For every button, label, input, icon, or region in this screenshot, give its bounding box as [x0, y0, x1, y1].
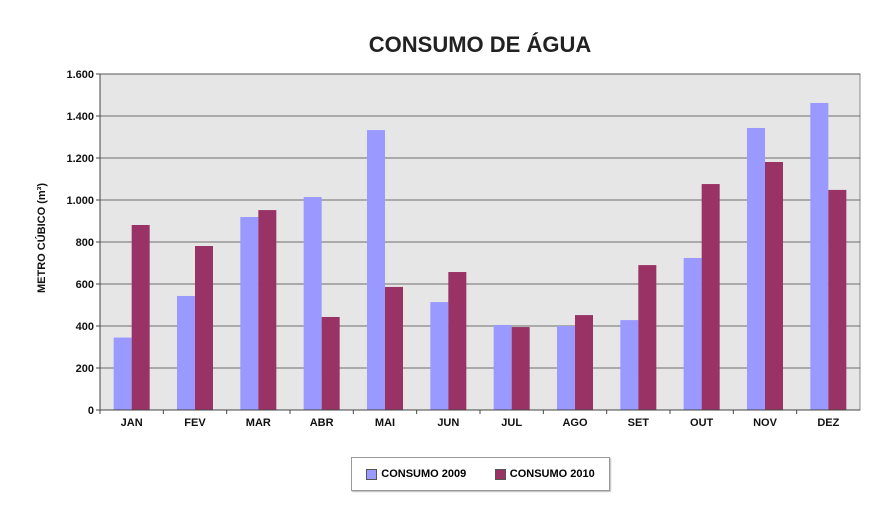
bar-consumo-2009-mar [240, 217, 259, 410]
bar-consumo-2010-nov [765, 161, 783, 410]
bar-consumo-2009-nov [747, 127, 765, 410]
x-tick-label: DEZ [817, 417, 839, 429]
y-tick-label: 400 [76, 321, 94, 333]
bar-consumo-2009-jun [430, 302, 449, 410]
bar-consumo-2010-abr [321, 316, 340, 410]
bar-consumo-2009-jul [493, 324, 512, 410]
bar-consumo-2010-set [638, 265, 657, 410]
bar-consumo-2009-fev [177, 295, 195, 410]
legend-swatch-2009 [366, 468, 378, 480]
bar-consumo-2009-abr [303, 197, 322, 410]
bar-consumo-2010-mar [258, 210, 277, 410]
bar-consumo-2010-out [701, 184, 720, 410]
y-tick-label: 600 [76, 279, 94, 291]
y-tick-label: 1.400 [66, 111, 94, 123]
x-tick-label: MAI [375, 417, 395, 429]
legend-item-2009: CONSUMO 2009 [366, 468, 466, 480]
x-tick-label: ABR [310, 417, 334, 429]
x-tick-label: OUT [690, 417, 714, 429]
y-tick-label: 800 [76, 237, 94, 249]
x-tick-label: AGO [562, 417, 588, 429]
legend-label-2010: CONSUMO 2010 [509, 468, 595, 480]
y-tick-label: 0 [88, 405, 94, 417]
legend-swatch-2010 [494, 468, 506, 480]
x-tick-label: JAN [121, 417, 143, 429]
bar-consumo-2010-dez [828, 189, 847, 410]
bar-consumo-2009-set [620, 320, 639, 410]
bar-consumo-2010-ago [575, 315, 593, 410]
y-tick-label: 1.000 [66, 195, 94, 207]
legend: CONSUMO 2009 CONSUMO 2010 [351, 457, 610, 491]
y-tick-label: 1.200 [66, 153, 94, 165]
bar-consumo-2009-out [683, 257, 702, 410]
bar-consumo-2009-mai [367, 130, 385, 410]
legend-label-2009: CONSUMO 2009 [381, 468, 467, 480]
legend-item-2010: CONSUMO 2010 [494, 468, 595, 480]
chart-title: CONSUMO DE ÁGUA [368, 32, 592, 57]
y-tick-label: 200 [76, 363, 94, 375]
bar-consumo-2010-fev [195, 245, 213, 410]
bar-consumo-2010-jun [448, 272, 467, 410]
y-tick-label: 1.600 [66, 69, 94, 81]
x-tick-label: JUN [437, 417, 459, 429]
bar-consumo-2009-ago [557, 326, 575, 410]
bar-consumo-2010-mai [385, 286, 403, 410]
bar-consumo-2010-jul [511, 327, 530, 410]
x-tick-label: FEV [184, 417, 206, 429]
x-tick-label: JUL [501, 417, 522, 429]
x-tick-label: NOV [753, 417, 778, 429]
x-tick-label: MAR [246, 417, 271, 429]
x-tick-label: SET [628, 417, 650, 429]
bar-consumo-2009-dez [810, 102, 829, 410]
bar-consumo-2009-jan [113, 337, 132, 410]
bar-consumo-2010-jan [131, 224, 150, 410]
